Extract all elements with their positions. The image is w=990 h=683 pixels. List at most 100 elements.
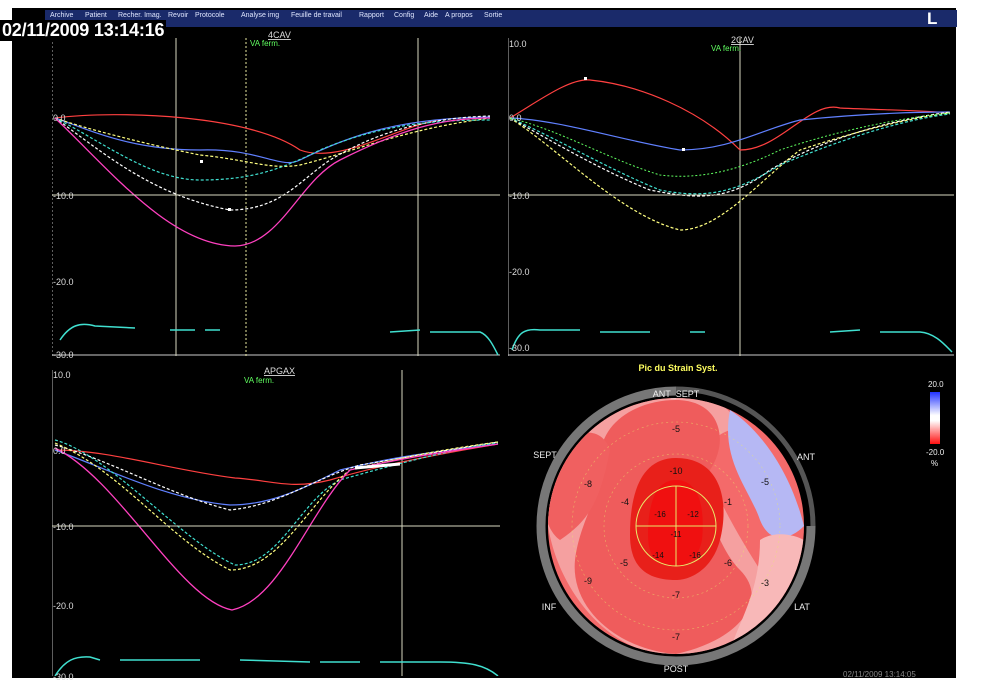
view-label-apgax: APGAX: [264, 366, 295, 376]
valve-event-label: VA ferm.: [244, 376, 274, 385]
tick-label-zero: 0.0: [53, 446, 66, 456]
strain-curve-cyan: [54, 117, 491, 181]
tick-label-m10: -10.0: [53, 191, 74, 201]
panel-4cav: [52, 38, 500, 356]
wall-label-ant-sept: ANT_SEPT: [653, 389, 700, 399]
apex-core: [648, 480, 703, 566]
strain-curve-magenta: [54, 117, 491, 247]
color-scale-unit: %: [931, 459, 938, 468]
segment-fill-positive: [727, 410, 804, 538]
strain-curve-cyan: [54, 439, 499, 566]
peak-marker: [228, 208, 231, 211]
segment-value: -5: [672, 424, 680, 434]
segment-value: -16: [654, 510, 666, 519]
tick-label-m10: -10.0: [509, 191, 530, 201]
segment-value: -1: [724, 497, 732, 507]
wall-label-inf: INF: [542, 602, 557, 612]
strain-curve-blue: [509, 111, 951, 151]
segment-value: -5: [620, 558, 628, 568]
segment-value: -12: [687, 510, 699, 519]
menu-bar: [45, 10, 957, 27]
tick-label-m20: -20.0: [53, 601, 74, 611]
segment-value: -4: [621, 497, 629, 507]
strain-rate-trace: [59, 323, 499, 356]
menu-rapport[interactable]: Rapport: [359, 12, 384, 19]
tick-label-m30: -30.0: [509, 343, 530, 353]
strain-rate-trace: [511, 328, 953, 353]
strain-curve-red: [54, 443, 499, 485]
strain-rate-trace: [54, 656, 499, 676]
segment-fill-lat: [730, 534, 804, 650]
acquisition-timestamp: 02/11/2009 13:14:16: [0, 20, 167, 41]
tick-label-top: 10.0: [509, 39, 527, 49]
menu-protocole[interactable]: Protocole: [195, 12, 225, 19]
wall-label-sept: SEPT: [533, 450, 557, 460]
menu-archive[interactable]: Archive: [50, 12, 74, 19]
panel-2cav: [508, 38, 954, 356]
segment-value: -10: [669, 466, 682, 476]
view-ring: [536, 386, 816, 666]
view-label-4cav: 4CAV: [268, 30, 291, 40]
menu-recherche-image[interactable]: Recher. Imag.: [118, 12, 162, 19]
segment-value: -5: [761, 477, 769, 487]
tick-label-top: 10.0: [53, 370, 71, 380]
menu-a-propos[interactable]: A propos: [445, 12, 473, 19]
tick-label-zero: 0.0: [509, 113, 522, 123]
wall-label-ant: ANT: [797, 452, 816, 462]
menu-sortie[interactable]: Sortie: [484, 12, 503, 19]
strain-curve-green: [509, 112, 951, 177]
valve-event-label: VA ferm.: [250, 39, 280, 48]
strain-curve-white: [509, 111, 951, 197]
strain-curve-blue: [54, 443, 499, 506]
segment-value: -14: [652, 551, 664, 560]
tick-label-m10: -10.0: [53, 522, 74, 532]
menu-analyse-image[interactable]: Analyse img: [241, 12, 280, 19]
tick-label-m30: -30.0: [53, 350, 74, 360]
wall-label-post: POST: [664, 664, 689, 674]
bullseye-title: Pic du Strain Syst.: [638, 363, 717, 373]
tick-label-m20: -20.0: [53, 277, 74, 287]
segment-value: -11: [671, 530, 683, 539]
tick-label-m20: -20.0: [509, 267, 530, 277]
peak-marker: [200, 160, 203, 163]
segment-value: -7: [672, 590, 680, 600]
strain-curve-red: [509, 79, 951, 151]
bullseye-plot: Pic du Strain Syst. -5 -8 -5 -9 -3 -7 -1…: [533, 363, 815, 674]
peak-marker: [682, 148, 685, 151]
color-scale-max: 20.0: [928, 380, 944, 389]
segment-value: -9: [584, 576, 592, 586]
valve-event-label: VA ferm.: [711, 44, 741, 53]
strain-curve-yellow: [509, 112, 951, 231]
color-scale-bar: [930, 392, 940, 444]
annotation-bar: [354, 462, 401, 470]
strain-curve-yellow: [54, 441, 499, 571]
layout-indicator: L: [927, 9, 938, 28]
peak-marker: [584, 77, 587, 80]
strain-curve-red: [54, 114, 441, 154]
strain-curve-yellow: [54, 117, 491, 167]
tick-label-m30: -30.0: [53, 672, 74, 682]
menu-patient[interactable]: Patient: [85, 12, 107, 19]
color-scale-min: -20.0: [926, 448, 945, 457]
view-label-2cav: 2CAV: [731, 35, 754, 45]
strain-curve-blue: [54, 116, 491, 164]
menu-config[interactable]: Config: [394, 12, 415, 19]
menu-revoir[interactable]: Revoir: [168, 12, 189, 19]
ring-mid: [571, 421, 781, 631]
wall-label-lat: LAT: [794, 602, 810, 612]
segment-value: -3: [761, 578, 769, 588]
tick-label-zero: 0.0: [53, 113, 66, 123]
menu-feuille-travail[interactable]: Feuille de travail: [291, 12, 342, 19]
segment-value: -16: [689, 551, 701, 560]
segment-value: -6: [724, 558, 732, 568]
menu-aide[interactable]: Aide: [424, 12, 439, 19]
segment-value: -7: [672, 632, 680, 642]
view-ring: [675, 386, 816, 527]
ring-inner: [603, 453, 749, 599]
panel-apgax: [52, 370, 499, 676]
segment-value: -8: [584, 479, 592, 489]
strain-curve-white: [54, 441, 499, 511]
strain-curve-cyan: [509, 113, 951, 195]
strain-curve-magenta: [54, 443, 499, 611]
